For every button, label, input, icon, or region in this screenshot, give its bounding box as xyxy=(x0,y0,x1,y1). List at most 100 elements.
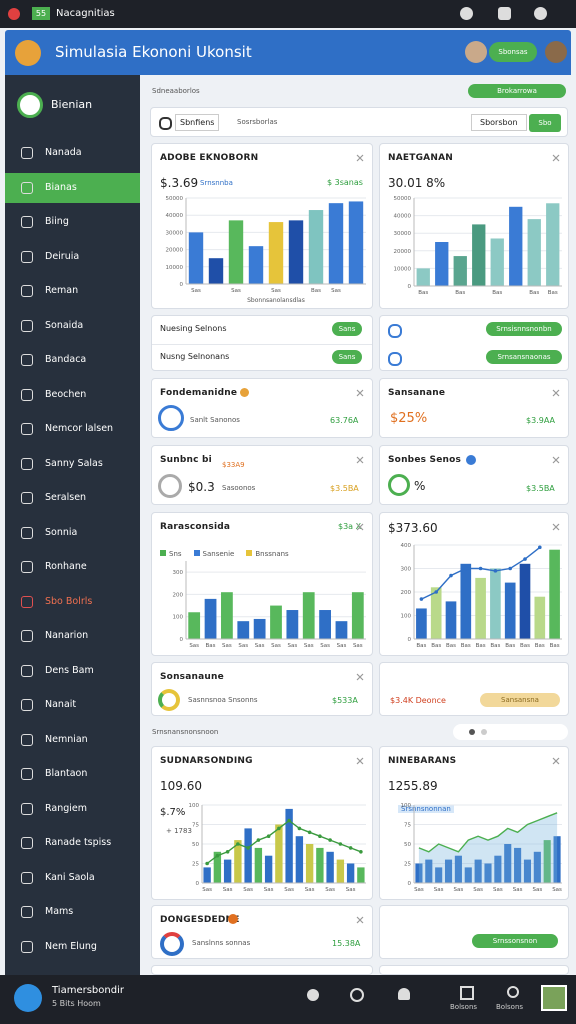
icon xyxy=(228,914,238,924)
close-icon[interactable] xyxy=(552,154,560,162)
pager[interactable] xyxy=(453,724,568,740)
menu-item[interactable]: Kani Saola xyxy=(5,863,140,893)
x-tick-label: Sas xyxy=(353,643,363,649)
dot[interactable] xyxy=(469,729,475,735)
menu-item[interactable]: Ranade tspiss xyxy=(5,828,140,858)
bar xyxy=(475,577,486,639)
list-button[interactable]: Sans xyxy=(332,350,362,364)
card-value: 1255.89 xyxy=(388,779,438,793)
menu-item[interactable]: Seralsen xyxy=(5,483,140,513)
close-icon[interactable] xyxy=(552,389,560,397)
filter[interactable]: Sosrsborlas xyxy=(237,118,278,126)
card: Srnssonsnon xyxy=(379,905,569,959)
avatar[interactable] xyxy=(541,985,567,1011)
close-icon[interactable] xyxy=(356,154,364,162)
avatar[interactable] xyxy=(465,41,487,63)
search-button[interactable]: Sborsbon xyxy=(471,114,527,131)
menu-label: Blantaon xyxy=(45,768,88,779)
bar xyxy=(188,232,204,284)
card: $373.60 0 100 200 300 400 Bas Bas Bas Bas Bas Bas B… xyxy=(379,512,569,656)
card-value: 30.01 8% xyxy=(388,176,446,190)
menu-item[interactable]: Sbo Bolrls xyxy=(5,587,140,617)
menu-item[interactable]: Nanarion xyxy=(5,621,140,651)
menu-item[interactable]: Nemcor lalsen xyxy=(5,414,140,444)
menu-item[interactable]: Biing xyxy=(5,207,140,237)
menu-label: Nemcor lalsen xyxy=(45,423,114,434)
filter[interactable]: Sbnfiens xyxy=(175,114,220,131)
close-icon[interactable] xyxy=(356,916,364,924)
icon[interactable] xyxy=(534,7,547,20)
y-tick-label: 100 xyxy=(189,803,200,809)
card: Sunbnc bi $33A9 $0.3 Sasoonos $3.5BA xyxy=(151,445,373,505)
menu-item[interactable]: Deiruia xyxy=(5,242,140,272)
close-icon[interactable] xyxy=(552,757,560,765)
menu-item[interactable]: Reman xyxy=(5,276,140,306)
close-icon[interactable] xyxy=(356,673,364,681)
menu-item[interactable]: Nem Elung xyxy=(5,932,140,962)
menu-item[interactable]: Blantaon xyxy=(5,759,140,789)
brand: Bienian xyxy=(51,98,93,111)
close-glyph xyxy=(552,154,560,162)
close-icon[interactable] xyxy=(356,456,364,464)
menu-label: Mams xyxy=(45,906,74,917)
line-point xyxy=(307,830,312,835)
card-title: Sonbes Senos xyxy=(388,455,462,465)
close-icon[interactable] xyxy=(356,757,364,765)
avatar[interactable] xyxy=(545,41,567,63)
menu-item[interactable]: Rangiem xyxy=(5,794,140,824)
menu-item[interactable]: Nanait xyxy=(5,690,140,720)
header-button[interactable]: Sbonsas xyxy=(489,42,537,62)
search-bar: Sbnfiens Sosrsborlas Sborsbon Sbo xyxy=(150,107,568,137)
bar xyxy=(519,563,531,639)
icon xyxy=(160,932,184,956)
list-button[interactable]: Sans xyxy=(332,322,362,336)
menu-item[interactable]: Ronhane xyxy=(5,552,140,582)
menu-item[interactable]: Nanada xyxy=(5,138,140,168)
close-icon[interactable] xyxy=(552,456,560,464)
x-tick-label: Bas xyxy=(490,643,500,649)
label: $3.4K Deonce xyxy=(390,696,446,705)
menu-item[interactable]: Nemnian xyxy=(5,725,140,755)
top-button[interactable]: Brokarrowa xyxy=(468,84,566,98)
nav-label[interactable]: Bolsons xyxy=(450,1003,478,1011)
menu-item[interactable]: Bandaca xyxy=(5,345,140,375)
close-icon[interactable] xyxy=(356,523,364,531)
go-button[interactable]: Sbo xyxy=(529,114,561,132)
menu-item[interactable]: Mams xyxy=(5,897,140,927)
menu-item[interactable]: Beochen xyxy=(5,380,140,410)
close-icon[interactable] xyxy=(356,389,364,397)
icon[interactable] xyxy=(498,7,511,20)
close-glyph xyxy=(552,523,560,531)
nav-icon[interactable] xyxy=(350,988,364,1002)
close-glyph xyxy=(552,757,560,765)
icon[interactable] xyxy=(460,7,473,20)
menu-item[interactable]: Sanny Salas xyxy=(5,449,140,479)
list-button[interactable]: Srnsisnnsnonbn xyxy=(486,322,562,336)
nav-icon[interactable] xyxy=(398,988,410,1000)
card: $3.4K Deonce Sansansna xyxy=(379,662,569,716)
nav-icon[interactable] xyxy=(460,986,474,1000)
x-tick-label: Bas xyxy=(446,643,456,649)
menu-item[interactable]: Sonnia xyxy=(5,518,140,548)
dot[interactable] xyxy=(481,729,487,735)
x-tick-label: Sas xyxy=(331,288,341,294)
avatar[interactable] xyxy=(14,984,42,1012)
x-tick-label: Sas xyxy=(238,643,248,649)
line xyxy=(206,819,362,865)
menu-item[interactable]: Sonaida xyxy=(5,311,140,341)
menu-item[interactable]: Bianas xyxy=(5,172,140,203)
list-button[interactable]: Srnsansnaonas xyxy=(486,350,562,364)
y-tick-label: 40000 xyxy=(166,213,184,219)
menu-item[interactable]: Dens Bam xyxy=(5,656,140,686)
bar xyxy=(248,246,264,284)
nav-icon[interactable] xyxy=(507,986,519,998)
nav-icon[interactable] xyxy=(307,989,319,1001)
nav-label[interactable]: Bolsons xyxy=(496,1003,524,1011)
y-tick-label: 100 xyxy=(173,615,184,621)
x-tick-label: Sas xyxy=(189,643,199,649)
close-icon[interactable] xyxy=(552,523,560,531)
button[interactable]: Srnssonsnon xyxy=(472,934,558,948)
app-name: Nacagnitias xyxy=(56,8,115,19)
button[interactable]: Sansansna xyxy=(480,693,560,707)
